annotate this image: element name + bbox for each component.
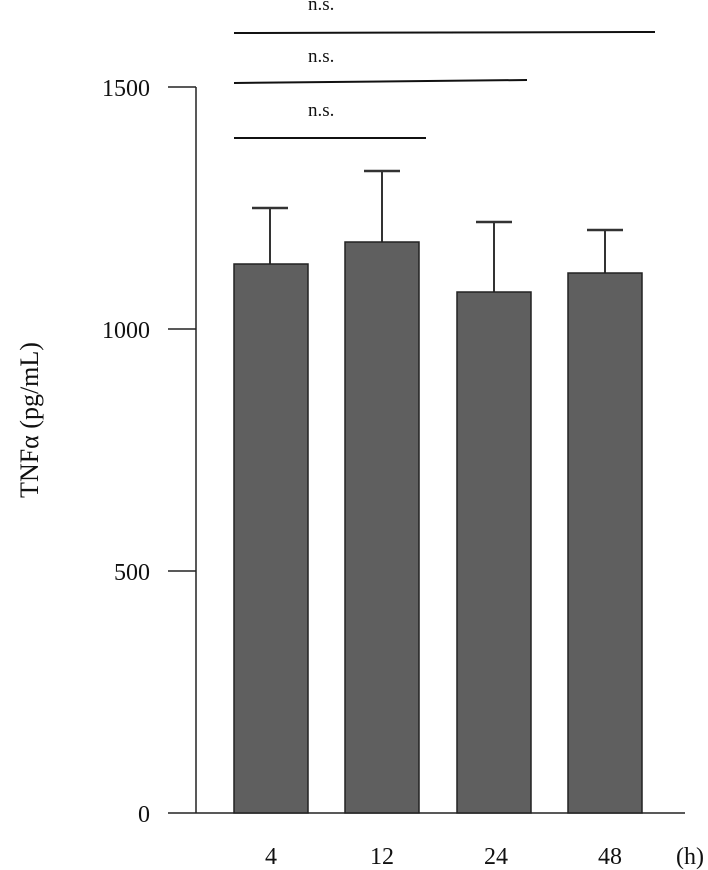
significance-line-4-24 [233,79,528,84]
x-tick-label-48: 48 [598,844,622,870]
bar-48h [567,228,643,814]
bar-4h [233,206,309,814]
ns-label-4-12: n.s. [308,100,334,121]
y-axis-title: TNFα (pg/mL) [15,342,44,498]
x-unit-label: (h) [676,844,704,870]
x-tick-label-4: 4 [265,844,277,870]
x-tick-label-24: 24 [484,844,508,870]
y-tick-label-1000: 1000 [102,318,150,344]
ns-label-4-24: n.s. [308,46,334,67]
x-tick-label-12: 12 [370,844,394,870]
y-tick-label-500: 500 [114,560,150,586]
ns-label-4-48: n.s. [308,0,334,15]
y-tick-label-0: 0 [138,802,150,828]
bar-12h [344,169,420,814]
bar-24h [456,220,532,814]
y-tick-label-1500: 1500 [102,76,150,102]
significance-line-4-48 [233,31,656,34]
